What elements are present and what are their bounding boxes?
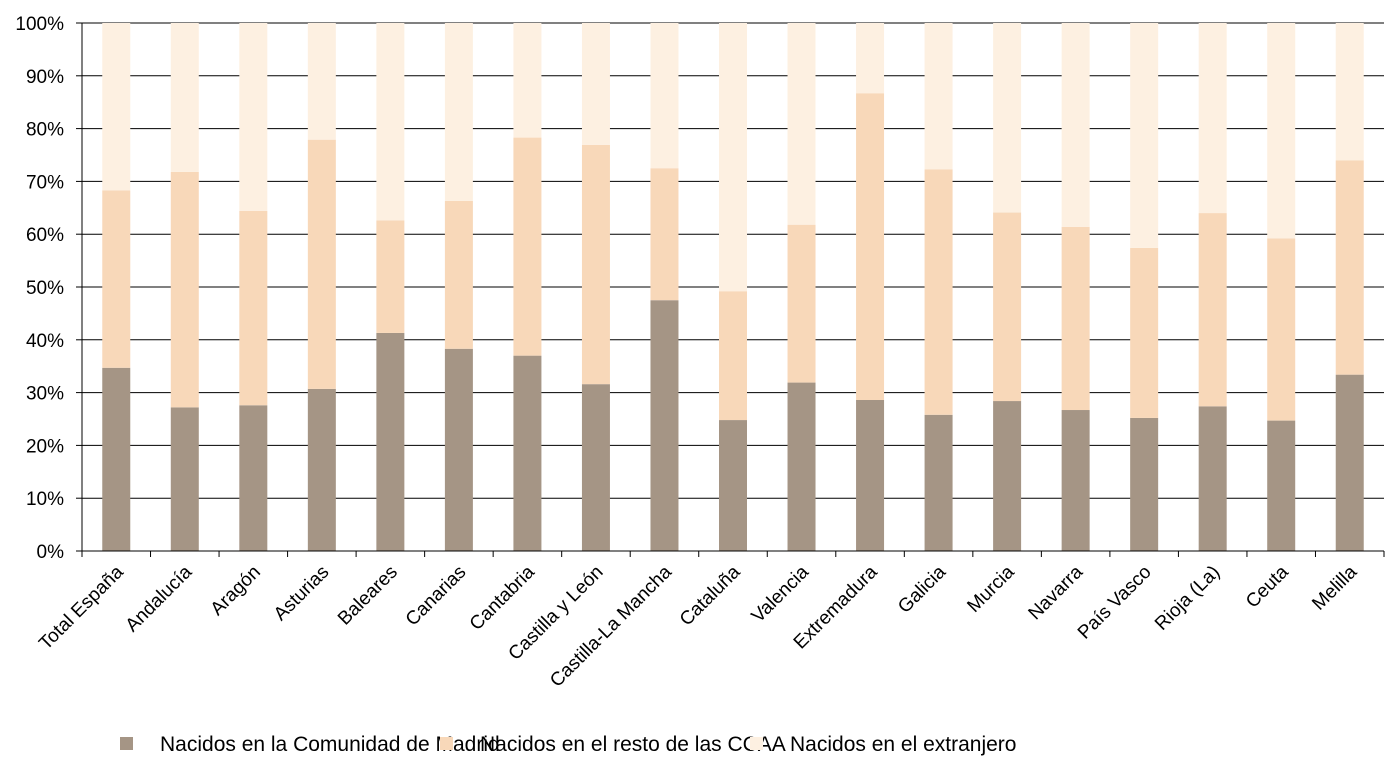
bar-segment [170, 23, 199, 172]
bar-segment [1335, 23, 1364, 161]
x-tick-label: Aragón [207, 562, 265, 620]
x-tick-label: Murcia [963, 561, 1018, 616]
bar-segment [1335, 160, 1364, 375]
x-tick-label: Galicia [894, 561, 950, 617]
x-tick-label: Ceuta [1242, 561, 1293, 612]
bar-segment [1198, 213, 1227, 407]
bar-segment [307, 23, 336, 140]
bar-segment [513, 137, 542, 356]
x-tick-label: Baleares [334, 562, 402, 630]
bar-segment [993, 23, 1022, 213]
bar-segment [1267, 420, 1296, 551]
y-tick-label: 80% [26, 120, 64, 141]
bar-segment [719, 420, 747, 551]
bar-segment [856, 23, 885, 94]
bar-segment [170, 171, 199, 408]
legend-swatch [440, 737, 453, 750]
bar-segment [1061, 410, 1090, 551]
bar-segment [1061, 23, 1090, 227]
x-tick-label: Rioja (La) [1151, 562, 1224, 635]
bar-segment [307, 388, 336, 551]
y-tick-label: 100% [15, 14, 64, 35]
bar-segment [856, 93, 885, 400]
bar-segment [924, 23, 953, 170]
bar-segment [719, 291, 747, 421]
x-tick-label: Melilla [1308, 561, 1361, 614]
y-tick-label: 10% [26, 489, 64, 510]
bar-segment [1198, 406, 1227, 551]
axes [76, 22, 1385, 557]
bar-segment [1267, 238, 1296, 421]
x-tick-label: Cataluña [676, 561, 745, 630]
bar-segment [239, 23, 268, 211]
bar-segment [924, 414, 953, 551]
bar-segment [993, 212, 1022, 402]
bar-segment [102, 190, 131, 368]
bar-segment [376, 220, 405, 333]
bar-segment [307, 139, 336, 389]
bar-segment [650, 300, 679, 551]
bar-segment [924, 169, 953, 415]
legend: Nacidos en la Comunidad de MadridNacidos… [120, 733, 1016, 756]
x-tick-label: País Vasco [1074, 562, 1156, 644]
bar-segment [513, 355, 542, 551]
bar-segment [1335, 374, 1364, 551]
bars [102, 23, 1364, 551]
legend-label: Nacidos en el extranjero [790, 733, 1016, 756]
bar-segment [239, 405, 268, 551]
y-tick-label: 50% [26, 278, 64, 299]
bar-segment [239, 210, 268, 406]
bar-segment [581, 384, 610, 551]
bar-segment [719, 23, 747, 292]
y-tick-label: 60% [26, 225, 64, 246]
bar-segment [102, 23, 131, 191]
x-tick-label: Castilla-La Mancha [546, 561, 676, 691]
bar-segment [1061, 226, 1090, 411]
x-tick-label: Total España [35, 561, 128, 654]
x-tick-label: Andalucía [122, 561, 197, 636]
bar-segment [444, 23, 473, 201]
legend-label: Nacidos en el resto de las CCAA [480, 733, 786, 756]
y-tick-labels: 0% 10% 20% 30% 40% 50% 60% 70% 80% 90% 100% [15, 14, 64, 563]
legend-swatch [750, 737, 763, 750]
y-tick-label: 30% [26, 384, 64, 405]
x-tick-label: Valencia [748, 561, 814, 627]
bar-segment [376, 332, 405, 551]
bar-segment [444, 348, 473, 551]
bar-segment [787, 382, 816, 551]
legend-swatch [120, 737, 133, 750]
bar-segment [1130, 417, 1159, 551]
bar-segment [787, 224, 816, 383]
bar-segment [102, 367, 131, 551]
bar-segment [170, 407, 199, 551]
bar-segment [650, 23, 679, 169]
y-tick-label: 70% [26, 172, 64, 193]
bar-segment [1198, 23, 1227, 214]
x-tick-label: Cantabria [466, 561, 539, 634]
bar-segment [993, 401, 1022, 551]
y-tick-label: 0% [37, 542, 65, 563]
bar-segment [787, 23, 816, 225]
bar-segment [581, 144, 610, 385]
y-tick-label: 20% [26, 436, 64, 457]
y-tick-label: 40% [26, 331, 64, 352]
bar-segment [1130, 247, 1159, 418]
legend-label: Nacidos en la Comunidad de Madrid [160, 733, 500, 756]
bar-segment [376, 23, 405, 221]
bar-segment [581, 23, 610, 145]
y-tick-label: 90% [26, 67, 64, 88]
x-tick-label: Asturias [270, 562, 333, 625]
bar-segment [1130, 23, 1159, 248]
bar-segment [1267, 23, 1296, 239]
bar-segment [444, 200, 473, 349]
x-tick-label: Navarra [1025, 561, 1088, 624]
bar-segment [650, 168, 679, 301]
bar-segment [513, 23, 542, 138]
x-tick-label: Canarias [402, 562, 471, 631]
bar-segment [856, 399, 885, 551]
